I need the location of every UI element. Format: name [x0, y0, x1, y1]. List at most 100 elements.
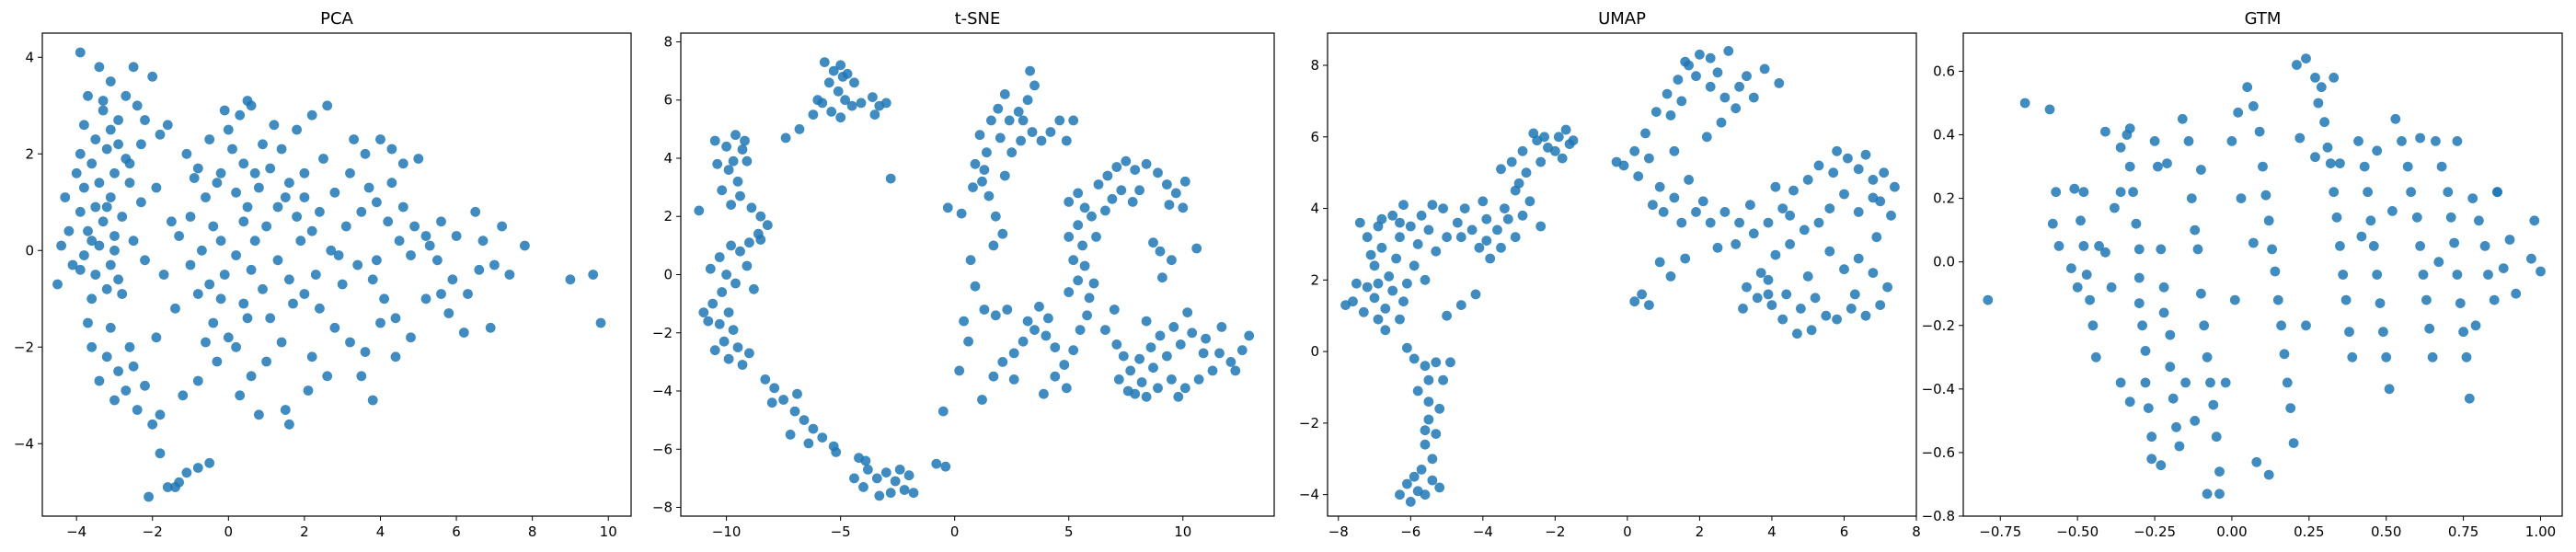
y-tick-label: −6 — [652, 441, 673, 457]
scatter-point — [2322, 142, 2333, 153]
scatter-point — [1759, 63, 1770, 75]
scatter-point — [1434, 403, 1445, 414]
scatter-point — [1853, 164, 1864, 175]
scatter-point — [856, 98, 867, 109]
scatter-point — [1745, 200, 1755, 211]
scatter-point — [121, 154, 132, 164]
scatter-point — [90, 134, 101, 144]
scatter-point — [2263, 469, 2274, 480]
scatter-point — [136, 139, 146, 150]
scatter-point — [1395, 232, 1405, 243]
y-tick-label: −4 — [652, 383, 673, 399]
scatter-point — [1423, 224, 1434, 236]
x-tick-label: 2 — [300, 523, 309, 540]
scatter-point — [1431, 429, 1442, 439]
scatter-point — [1802, 175, 1813, 185]
scatter-point — [238, 298, 249, 309]
scatter-point — [1077, 240, 1087, 251]
x-tick-label: 5 — [1064, 523, 1074, 540]
scatter-point — [2347, 351, 2358, 362]
scatter-point — [215, 236, 226, 247]
scatter-point — [219, 270, 230, 280]
scatter-point — [740, 135, 750, 146]
scatter-point — [128, 62, 139, 73]
scatter-point — [2292, 60, 2302, 70]
scatter-point — [485, 322, 496, 333]
scatter-point — [1402, 478, 1412, 489]
scatter-point — [885, 173, 896, 184]
scatter-point — [2214, 466, 2225, 477]
scatter-point — [155, 129, 166, 140]
scatter-point — [2445, 212, 2456, 223]
scatter-point — [997, 357, 1008, 367]
scatter-point — [2279, 349, 2290, 360]
scatter-point — [372, 197, 382, 208]
x-tick-label: 1.00 — [2525, 523, 2556, 540]
scatter-point — [470, 206, 481, 217]
scatter-point — [819, 57, 830, 67]
scatter-point — [83, 317, 93, 328]
scatter-point — [60, 192, 71, 202]
scatter-point — [105, 124, 116, 135]
scatter-point — [2319, 117, 2330, 128]
scatter-point — [140, 380, 150, 391]
scatter-point — [2076, 215, 2086, 226]
scatter-point — [742, 155, 753, 167]
scatter-point — [98, 216, 109, 227]
scatter-point — [858, 482, 868, 492]
scatter-point — [185, 212, 196, 222]
scatter-point — [1665, 110, 1676, 121]
scatter-point — [2461, 351, 2472, 362]
scatter-point — [1420, 274, 1431, 285]
chart-title: t-SNE — [955, 9, 1001, 29]
scatter-point — [1669, 145, 1680, 156]
y-tick-label: −2 — [652, 325, 673, 341]
scatter-point — [723, 353, 734, 364]
scatter-point — [215, 293, 226, 305]
scatter-point — [1557, 153, 1568, 164]
scatter-point — [2186, 193, 2197, 204]
scatter-point — [269, 120, 280, 131]
scatter-point — [2263, 215, 2274, 226]
scatter-point — [246, 371, 257, 382]
scatter-point — [721, 141, 731, 152]
x-tick-label: 10 — [600, 523, 617, 540]
scatter-point — [326, 245, 337, 256]
scatter-point — [1387, 210, 1398, 221]
scatter-point — [1409, 471, 1420, 482]
scatter-point — [979, 165, 990, 176]
scatter-point — [766, 397, 777, 408]
scatter-point — [1438, 203, 1448, 214]
scatter-point — [124, 341, 135, 352]
scatter-point — [1434, 482, 1445, 493]
scatter-point — [136, 197, 146, 208]
scatter-point — [709, 135, 720, 146]
scatter-point — [1466, 224, 1478, 236]
scatter-point — [109, 395, 120, 406]
scatter-point — [397, 201, 408, 213]
x-tick-label: 0 — [1623, 523, 1632, 540]
scatter-point — [908, 488, 919, 499]
scatter-point — [185, 259, 196, 270]
scatter-point — [204, 457, 215, 468]
scatter-point — [1528, 128, 1539, 139]
scatter-point — [2110, 202, 2120, 213]
scatter-point — [993, 103, 1004, 114]
scatter-point — [1027, 127, 1038, 137]
scatter-point — [1719, 207, 1731, 217]
scatter-point — [2436, 161, 2447, 172]
scatter-point — [1843, 153, 1853, 164]
scatter-point — [1102, 170, 1113, 181]
scatter-point — [1821, 310, 1832, 321]
scatter-point — [1839, 264, 1849, 275]
scatter-point — [280, 405, 291, 415]
scatter-point — [1179, 383, 1190, 394]
scatter-point — [1064, 232, 1075, 242]
scatter-point — [714, 252, 725, 262]
scatter-point — [799, 415, 810, 425]
scatter-point — [140, 255, 150, 266]
scatter-point — [726, 200, 736, 211]
scatter-point — [1409, 353, 1420, 364]
scatter-point — [178, 390, 189, 401]
scatter-point — [2316, 82, 2327, 93]
